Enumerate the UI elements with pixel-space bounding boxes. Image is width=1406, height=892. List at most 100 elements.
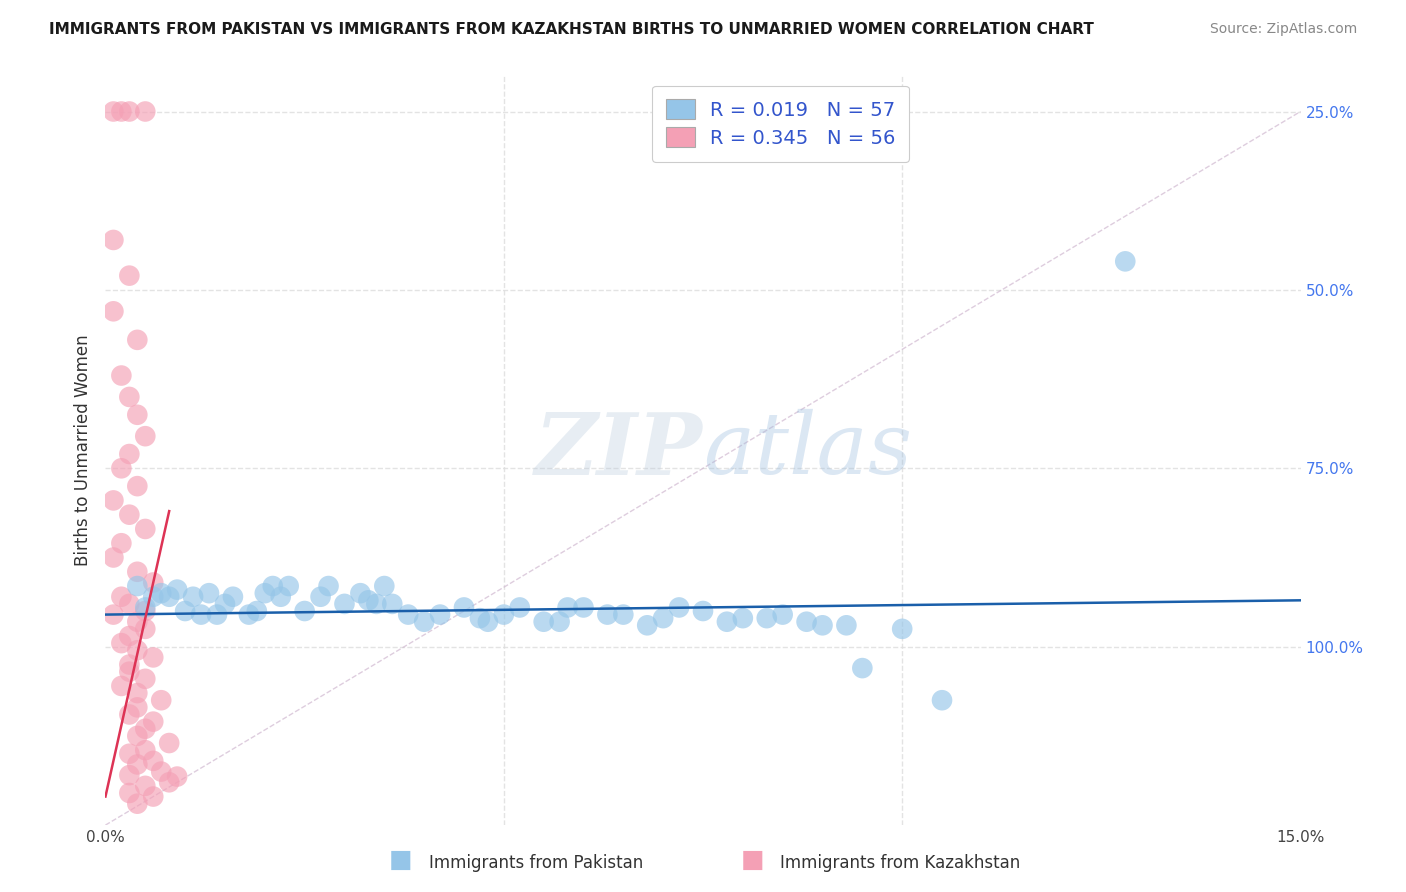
Point <box>692 604 714 618</box>
Point <box>142 590 165 604</box>
Point <box>118 665 141 679</box>
Point <box>262 579 284 593</box>
Point <box>238 607 260 622</box>
Point <box>103 233 125 247</box>
Point <box>110 679 132 693</box>
Point <box>572 600 595 615</box>
Point <box>811 618 834 632</box>
Point <box>134 622 156 636</box>
Point <box>157 590 180 604</box>
Point <box>103 550 125 565</box>
Point <box>318 579 340 593</box>
Point <box>509 600 531 615</box>
Point <box>366 597 388 611</box>
Point <box>190 607 212 622</box>
Point <box>557 600 579 615</box>
Point <box>453 600 475 615</box>
Point <box>134 522 156 536</box>
Point <box>835 618 858 632</box>
Point <box>118 786 141 800</box>
Text: ■: ■ <box>389 848 412 872</box>
Point <box>166 770 188 784</box>
Point <box>134 600 156 615</box>
Point <box>103 493 125 508</box>
Point <box>333 597 356 611</box>
Point <box>492 607 515 622</box>
Point <box>118 597 141 611</box>
Point <box>429 607 451 622</box>
Point <box>118 390 141 404</box>
Point <box>548 615 571 629</box>
Point <box>596 607 619 622</box>
Point <box>103 304 125 318</box>
Point <box>134 672 156 686</box>
Point <box>166 582 188 597</box>
Point <box>309 590 332 604</box>
Text: ■: ■ <box>741 848 763 872</box>
Point <box>110 536 132 550</box>
Point <box>381 597 404 611</box>
Point <box>127 643 149 657</box>
Text: IMMIGRANTS FROM PAKISTAN VS IMMIGRANTS FROM KAZAKHSTAN BIRTHS TO UNMARRIED WOMEN: IMMIGRANTS FROM PAKISTAN VS IMMIGRANTS F… <box>49 22 1094 37</box>
Point <box>277 579 299 593</box>
Point <box>716 615 738 629</box>
Text: Immigrants from Pakistan: Immigrants from Pakistan <box>429 855 643 872</box>
Point <box>127 757 149 772</box>
Point <box>652 611 675 625</box>
Point <box>157 736 180 750</box>
Point <box>118 747 141 761</box>
Point <box>134 104 156 119</box>
Point <box>373 579 395 593</box>
Point <box>127 615 149 629</box>
Point <box>142 754 165 768</box>
Point <box>731 611 754 625</box>
Point <box>612 607 634 622</box>
Point <box>891 622 914 636</box>
Point <box>214 597 236 611</box>
Point <box>118 447 141 461</box>
Point <box>668 600 690 615</box>
Point <box>134 722 156 736</box>
Point <box>755 611 778 625</box>
Text: Source: ZipAtlas.com: Source: ZipAtlas.com <box>1209 22 1357 37</box>
Legend: R = 0.019   N = 57, R = 0.345   N = 56: R = 0.019 N = 57, R = 0.345 N = 56 <box>652 86 910 161</box>
Y-axis label: Births to Unmarried Women: Births to Unmarried Women <box>73 334 91 566</box>
Text: atlas: atlas <box>703 409 912 491</box>
Point <box>468 611 491 625</box>
Point <box>118 104 141 119</box>
Point <box>205 607 228 622</box>
Point <box>127 686 149 700</box>
Point <box>181 590 204 604</box>
Point <box>103 104 125 119</box>
Point <box>931 693 953 707</box>
Point <box>142 650 165 665</box>
Point <box>270 590 292 604</box>
Point <box>349 586 371 600</box>
Point <box>110 590 132 604</box>
Point <box>127 700 149 714</box>
Point <box>636 618 658 632</box>
Point <box>150 764 173 779</box>
Point <box>118 707 141 722</box>
Point <box>110 104 132 119</box>
Point <box>246 604 269 618</box>
Point <box>118 268 141 283</box>
Point <box>174 604 197 618</box>
Point <box>110 461 132 475</box>
Point <box>150 586 173 600</box>
Point <box>110 636 132 650</box>
Point <box>796 615 818 629</box>
Point <box>222 590 245 604</box>
Point <box>127 729 149 743</box>
Point <box>134 429 156 443</box>
Point <box>127 565 149 579</box>
Point <box>142 789 165 804</box>
Point <box>357 593 380 607</box>
Point <box>110 368 132 383</box>
Point <box>150 693 173 707</box>
Point <box>413 615 436 629</box>
Point <box>477 615 499 629</box>
Point <box>118 508 141 522</box>
Point <box>157 775 180 789</box>
Point <box>198 586 221 600</box>
